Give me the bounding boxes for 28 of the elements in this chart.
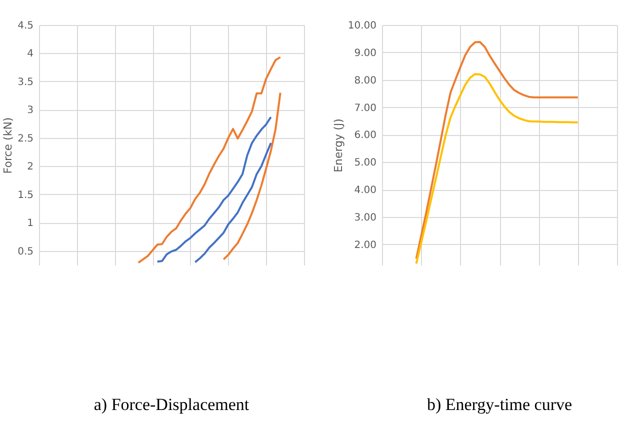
y-tick-label: 7.00 <box>354 102 376 114</box>
y-tick-label: 2.5 <box>18 133 34 144</box>
text: b) Energy-time curve <box>426 395 572 414</box>
y-tick-label: 3 <box>27 105 34 116</box>
y-axis-title: Energy (J) <box>332 118 345 172</box>
y-axis-title: Force (kN) <box>2 117 15 174</box>
y-tick-label: 1 <box>27 218 34 230</box>
y-tick-label: 6.00 <box>354 130 376 142</box>
y-tick-label: 2 <box>27 162 34 173</box>
line-series <box>194 142 272 264</box>
y-tick-label: 4.00 <box>354 185 376 196</box>
line-series <box>415 73 579 265</box>
y-tick-label: 1.5 <box>18 190 34 201</box>
line-series <box>415 41 579 260</box>
y-tick-label: 5.00 <box>354 158 376 169</box>
y-tick-label: 10.00 <box>348 20 376 32</box>
y-tick-label: 3.00 <box>354 212 376 224</box>
y-tick-label: 8.00 <box>354 75 376 86</box>
y-tick-label: 4 <box>27 48 34 60</box>
y-tick-label: 2.00 <box>354 240 376 251</box>
text: a) Force-Displacement <box>94 395 250 414</box>
y-tick-label: 0.5 <box>18 246 34 258</box>
line-series <box>222 92 282 260</box>
y-tick-label: 9.00 <box>354 48 376 59</box>
line-series <box>137 56 282 264</box>
y-tick-label: 3.5 <box>18 76 34 88</box>
line-series <box>156 116 272 263</box>
y-tick-label: 4.5 <box>18 20 34 32</box>
